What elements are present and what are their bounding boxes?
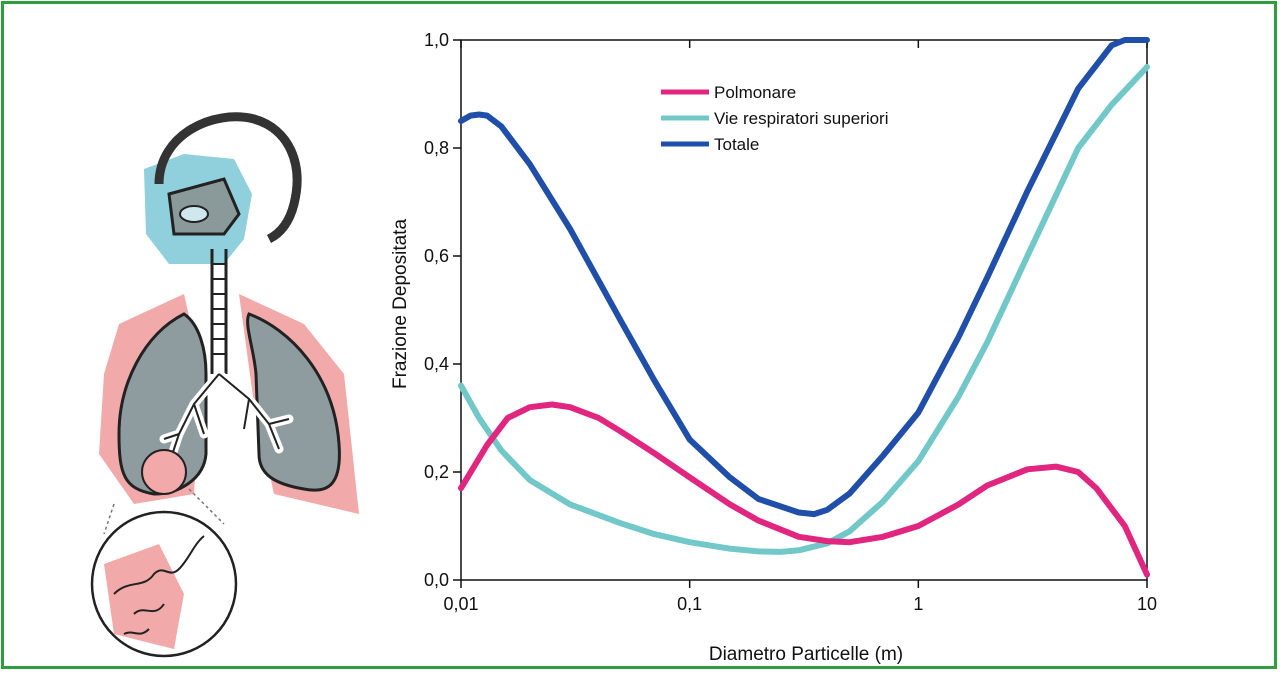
series-line-totale (458, 37, 1150, 518)
x-axis-label: Diametro Particelle (m) (709, 644, 903, 665)
y-tick-label: 0,0 (424, 570, 449, 590)
x-tick-label: 1 (913, 594, 923, 614)
x-tick-label: 10 (1137, 594, 1157, 614)
plot-border (460, 39, 1148, 581)
legend: Polmonare Vie respiratori superiori Totale (661, 83, 888, 154)
respiratory-system-illustration (90, 112, 359, 658)
right-lung (246, 312, 341, 492)
y-tick-label: 0,2 (424, 462, 449, 482)
head-outline (154, 112, 302, 244)
deposition-chart: 0,0 0,2 0,4 0,6 0,8 1,0 0,01 0,1 1 10 Polmonare Vi… (390, 30, 1157, 665)
y-axis-label: Frazione Depositata (390, 219, 411, 389)
left-lung (117, 312, 208, 496)
trachea (210, 249, 228, 374)
legend-label-totale: Totale (714, 135, 759, 154)
series-group (458, 37, 1150, 578)
x-tick-label: 0,1 (677, 594, 702, 614)
y-tick-label: 0,4 (424, 354, 449, 374)
series-line-vie-respiratori-superiori (458, 64, 1150, 555)
axes: 0,0 0,2 0,4 0,6 0,8 1,0 0,01 0,1 1 10 (424, 30, 1157, 614)
y-tick-label: 1,0 (424, 30, 449, 50)
x-tick-label: 0,01 (443, 594, 478, 614)
series-line-polmonare (458, 401, 1150, 578)
y-tick-label: 0,6 (424, 246, 449, 266)
legend-label-polmonare: Polmonare (714, 83, 796, 102)
y-tick-label: 0,8 (424, 138, 449, 158)
legend-label-vie-respiratori-superiori: Vie respiratori superiori (714, 109, 888, 128)
